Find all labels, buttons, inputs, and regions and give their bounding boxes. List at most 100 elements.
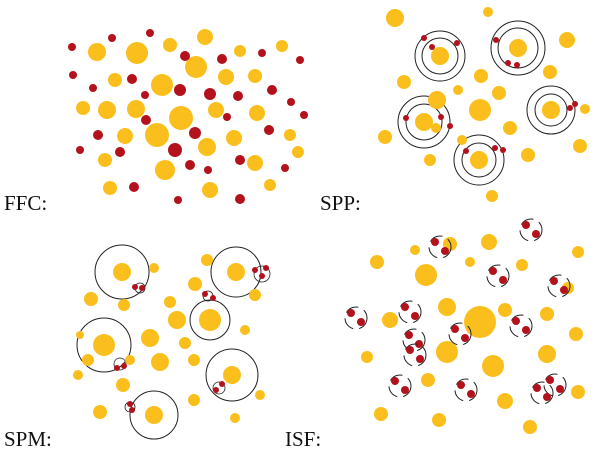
red-particle — [296, 56, 304, 64]
red-particle — [259, 273, 265, 279]
yellow-particle — [571, 385, 585, 399]
yellow-particle — [428, 91, 446, 109]
red-particle — [146, 29, 154, 37]
orbit — [403, 343, 427, 367]
yellow-particle — [113, 263, 131, 281]
yellow-particle — [76, 101, 90, 115]
red-particle — [93, 130, 103, 140]
red-particle — [233, 91, 243, 101]
red-particle — [489, 267, 497, 275]
yellow-particle — [218, 69, 234, 85]
yellow-particle — [202, 182, 218, 198]
red-particle — [347, 309, 355, 317]
yellow-particle — [542, 101, 560, 119]
yellow-particle — [538, 345, 556, 363]
yellow-particle — [580, 104, 590, 114]
red-particle — [357, 318, 365, 326]
yellow-particle — [361, 351, 373, 363]
yellow-particle — [483, 7, 493, 17]
yellow-particle — [255, 390, 265, 400]
red-particle — [560, 286, 568, 294]
orbit — [189, 299, 231, 341]
panel-label: ISF: — [285, 427, 321, 451]
red-particle — [461, 334, 469, 342]
red-particle — [189, 127, 201, 139]
red-particle — [281, 164, 289, 172]
orbit — [428, 235, 452, 259]
yellow-particle — [470, 151, 488, 169]
red-particle — [141, 91, 149, 99]
orbit — [421, 37, 459, 75]
yellow-particle — [249, 105, 265, 121]
orbit — [486, 264, 510, 288]
red-particle — [114, 365, 120, 371]
panel-label: SPP: — [320, 191, 361, 215]
yellow-particle — [436, 341, 458, 363]
red-particle — [180, 51, 190, 61]
red-particle — [263, 265, 269, 271]
red-particle — [411, 312, 419, 320]
yellow-particle — [431, 123, 441, 133]
yellow-particle — [82, 354, 94, 366]
red-particle — [217, 54, 227, 64]
red-particle — [267, 85, 277, 95]
red-particle — [213, 387, 219, 393]
red-particle — [202, 291, 208, 297]
yellow-particle — [457, 135, 467, 145]
red-particle — [129, 182, 139, 192]
yellow-particle — [108, 73, 122, 87]
yellow-particle — [497, 393, 513, 409]
yellow-particle — [540, 307, 554, 321]
red-particle — [403, 115, 409, 121]
red-particle — [556, 385, 564, 393]
red-particle — [572, 101, 578, 107]
yellow-particle — [151, 74, 173, 96]
red-particle — [522, 221, 530, 229]
yellow-particle — [93, 334, 115, 356]
red-particle — [512, 317, 520, 325]
yellow-particle — [149, 263, 159, 273]
red-particle — [451, 325, 459, 333]
red-particle — [421, 35, 427, 41]
red-particle — [533, 384, 541, 392]
red-particle — [174, 84, 186, 96]
red-particle — [401, 303, 409, 311]
yellow-particle — [573, 139, 587, 153]
yellow-particle — [230, 413, 240, 423]
yellow-particle — [117, 128, 133, 144]
yellow-particle — [198, 138, 216, 156]
yellow-particle — [498, 303, 512, 317]
yellow-particle — [249, 289, 261, 301]
red-particle — [454, 40, 460, 46]
yellow-particle — [84, 292, 98, 306]
red-particle — [174, 196, 182, 204]
yellow-particle — [386, 9, 404, 27]
red-particle — [441, 247, 449, 255]
orbit — [129, 390, 179, 440]
yellow-particle — [168, 311, 186, 329]
red-particle — [391, 377, 399, 385]
yellow-particle — [469, 99, 491, 121]
yellow-particle — [284, 129, 296, 141]
yellow-particle — [453, 85, 463, 95]
red-particle — [416, 355, 424, 363]
yellow-particle — [424, 154, 436, 166]
red-particle — [115, 147, 125, 157]
orbit — [397, 95, 451, 149]
red-particle — [300, 111, 308, 119]
red-particle — [514, 62, 520, 68]
yellow-particle — [421, 373, 435, 387]
red-particle — [204, 166, 212, 174]
yellow-particle — [292, 146, 304, 158]
orbit — [212, 381, 226, 395]
yellow-particle — [93, 405, 107, 419]
yellow-particle — [464, 306, 496, 338]
red-particle — [500, 147, 506, 153]
yellow-particle — [481, 234, 497, 250]
yellow-particle — [482, 355, 504, 377]
yellow-particle — [374, 407, 388, 421]
yellow-particle — [415, 113, 433, 131]
yellow-particle — [197, 29, 213, 45]
yellow-particle — [227, 263, 245, 281]
yellow-particle — [169, 106, 193, 130]
